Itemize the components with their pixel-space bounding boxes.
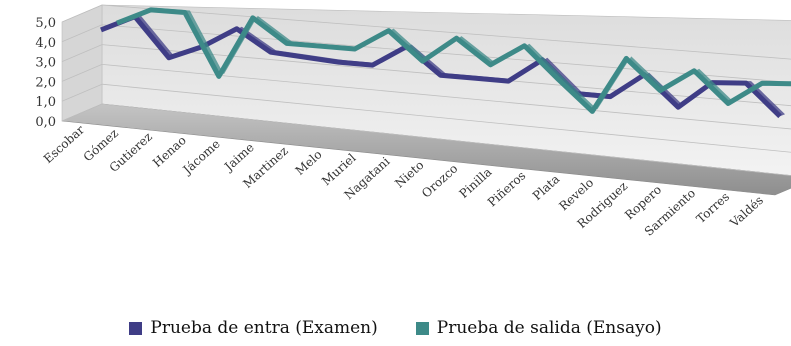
gridline-depth: [61, 24, 103, 43]
gridline-depth: [61, 64, 103, 82]
legend-swatch-entrada: [129, 321, 143, 335]
legend-label-entrada: Prueba de entra (Examen): [150, 318, 378, 338]
series-lines: [100, 7, 791, 119]
gridline-depth: [61, 83, 103, 102]
chart-walls: [61, 4, 791, 196]
y-tick-label: 0,0: [35, 115, 56, 130]
legend-item-salida: Prueba de salida (Ensayo): [415, 318, 662, 338]
y-axis-ticks: 0,0 1,0 2,0 3,0 4,0 5,0: [35, 16, 56, 130]
gridline: [101, 103, 791, 176]
side-wall: [61, 4, 103, 122]
gridline-depth: [61, 4, 103, 23]
y-tick-label: 1,0: [35, 95, 56, 110]
x-tick-label: Nieto: [392, 158, 426, 191]
legend: Prueba de entra (Examen) Prueba de salid…: [0, 318, 791, 338]
legend-swatch-salida: [415, 321, 429, 335]
gridline-depth: [61, 44, 103, 62]
legend-label-salida: Prueba de salida (Ensayo): [436, 318, 662, 338]
y-tick-label: 5,0: [35, 16, 56, 31]
gridline: [101, 4, 791, 60]
legend-item-entrada: Prueba de entra (Examen): [129, 318, 378, 338]
x-tick-label: Melo: [293, 147, 325, 178]
y-tick-label: 4,0: [35, 36, 56, 51]
x-tick-label: Torres: [694, 190, 732, 227]
series-line-1: [116, 7, 791, 114]
x-tick-label: Plata: [530, 172, 562, 203]
gridline-depth: [61, 103, 103, 122]
y-tick-label: 3,0: [35, 56, 56, 71]
y-tick-label: 2,0: [35, 75, 56, 90]
x-tick-label: Valdés: [727, 193, 766, 231]
gridline: [101, 83, 791, 153]
series-line-0: [100, 14, 782, 119]
